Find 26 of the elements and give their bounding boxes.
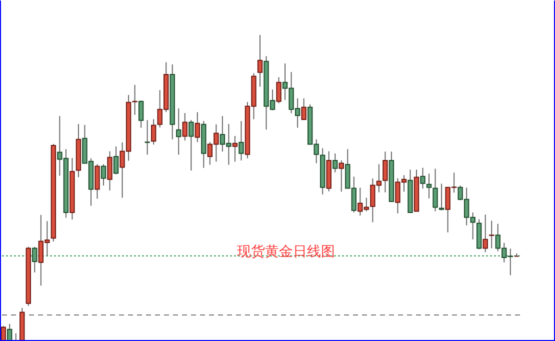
candlestick [113,146,119,175]
candlestick [138,100,144,128]
candlestick [489,220,494,249]
candlestick [238,120,244,161]
candlestick [426,173,432,199]
candlestick [482,214,488,253]
candlestick [338,160,344,192]
candlestick [301,98,306,121]
candlestick [232,135,238,162]
candlestick [32,246,38,273]
candlestick [100,164,106,186]
candlestick [144,120,150,156]
candlestick [188,120,194,172]
candlestick [276,76,282,104]
candlestick [150,118,156,146]
candlestick [257,34,263,88]
candlestick [94,164,100,200]
candlestick [182,112,188,142]
candlestick [194,112,200,143]
candlestick [107,150,112,191]
candlestick [420,167,426,190]
candlestick [332,152,338,173]
candlestick [176,108,182,156]
candlestick [132,84,138,116]
candlestick [382,151,388,193]
annotation: 现货黄金日线图 [237,244,335,260]
